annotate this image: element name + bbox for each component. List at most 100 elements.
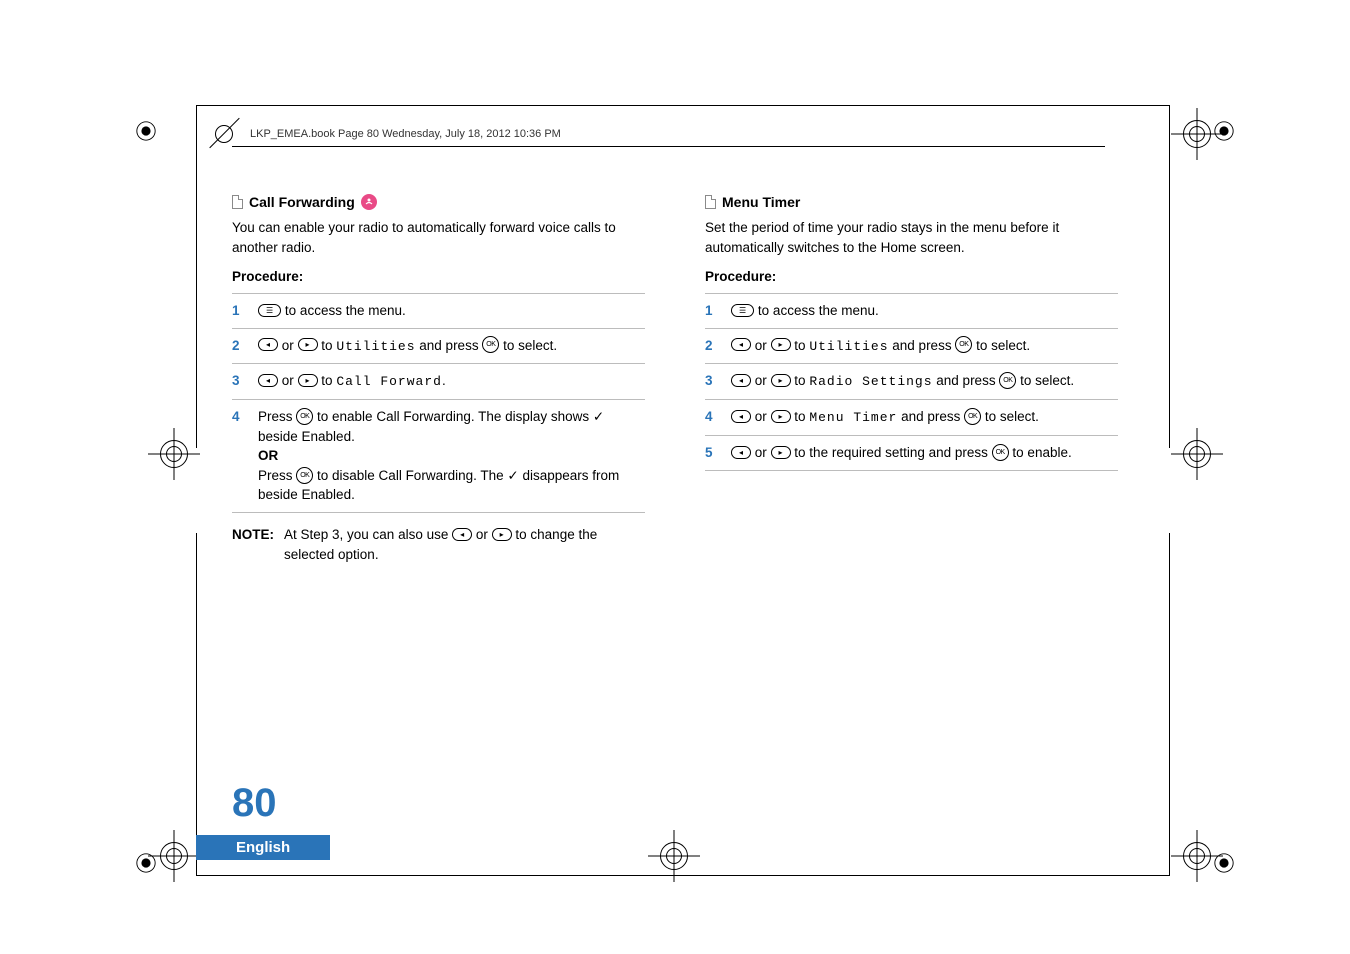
step-text: Press: [258, 409, 296, 424]
left-arrow-button-icon: ◂: [731, 446, 751, 459]
crop-frame: [196, 875, 1170, 876]
step-text: to disable Call Forwarding. The: [313, 468, 507, 483]
step-text: beside Enabled.: [258, 429, 355, 444]
step-row: 5 ◂ or ▸ to the required setting and pre…: [705, 435, 1118, 471]
step-text: Press: [258, 468, 296, 483]
crosshair-mark-icon: [160, 440, 188, 468]
ok-button-icon: OK: [296, 408, 313, 425]
step-number: 3: [232, 371, 246, 392]
page-content: Call Forwarding You can enable your radi…: [232, 192, 1118, 564]
step-number: 1: [232, 301, 246, 321]
step-number: 4: [232, 407, 246, 505]
step-text: to select.: [499, 338, 557, 353]
menu-button-icon: ☰: [731, 304, 754, 317]
ok-button-icon: OK: [955, 336, 972, 353]
document-icon: [232, 195, 243, 209]
menu-path-text: Menu Timer: [809, 410, 897, 425]
step-text: and press: [889, 338, 956, 353]
step-row: 4 ◂ or ▸ to Menu Timer and press OK to s…: [705, 399, 1118, 435]
step-body: ◂ or ▸ to Utilities and press OK to sele…: [258, 336, 645, 357]
step-row: 4 Press OK to enable Call Forwarding. Th…: [232, 399, 645, 513]
step-body: ◂ or ▸ to Menu Timer and press OK to sel…: [731, 407, 1118, 428]
crop-frame: [1169, 533, 1170, 876]
step-text: or: [751, 409, 771, 424]
step-text: to: [791, 409, 810, 424]
step-text: to select.: [1016, 373, 1074, 388]
crop-frame: [1169, 105, 1170, 448]
ok-button-icon: OK: [999, 372, 1016, 389]
procedure-label: Procedure:: [232, 267, 645, 287]
step-text: and press: [933, 373, 1000, 388]
right-arrow-button-icon: ▸: [298, 374, 318, 387]
crop-frame: [196, 105, 1170, 106]
step-text: or: [751, 338, 771, 353]
page-number: 80: [232, 781, 277, 826]
step-text: to the required setting and press: [791, 445, 992, 460]
step-text: or: [751, 373, 771, 388]
note-text: At Step 3, you can also use: [284, 527, 452, 542]
step-body: ☰ to access the menu.: [258, 301, 645, 321]
section-intro: You can enable your radio to automatical…: [232, 218, 645, 257]
step-row: 3 ◂ or ▸ to Call Forward.: [232, 363, 645, 399]
left-arrow-button-icon: ◂: [731, 410, 751, 423]
right-arrow-button-icon: ▸: [492, 528, 512, 541]
step-number: 5: [705, 443, 719, 463]
section-title-text: Call Forwarding: [249, 192, 355, 212]
step-body: ☰ to access the menu.: [731, 301, 1118, 321]
step-text: to select.: [981, 409, 1039, 424]
crop-frame: [196, 105, 197, 448]
step-text: .: [442, 373, 446, 388]
step-row: 2 ◂ or ▸ to Utilities and press OK to se…: [232, 328, 645, 364]
section-title-text: Menu Timer: [722, 192, 800, 212]
step-number: 1: [705, 301, 719, 321]
page-header-rule: [232, 146, 1105, 147]
step-text: to: [791, 338, 810, 353]
section-intro: Set the period of time your radio stays …: [705, 218, 1118, 257]
right-arrow-button-icon: ▸: [298, 338, 318, 351]
procedure-steps: 1 ☰ to access the menu. 2 ◂ or ▸ to Util…: [232, 293, 645, 513]
left-arrow-button-icon: ◂: [731, 374, 751, 387]
left-arrow-button-icon: ◂: [452, 528, 472, 541]
step-text: or: [278, 373, 298, 388]
ok-button-icon: OK: [964, 408, 981, 425]
crosshair-mark-icon: [1183, 440, 1211, 468]
step-body: ◂ or ▸ to Utilities and press OK to sele…: [731, 336, 1118, 357]
step-text: to enable.: [1009, 445, 1072, 460]
step-text: to: [791, 373, 810, 388]
step-number: 2: [232, 336, 246, 357]
step-number: 4: [705, 407, 719, 428]
menu-button-icon: ☰: [258, 304, 281, 317]
ok-button-icon: OK: [482, 336, 499, 353]
left-arrow-button-icon: ◂: [258, 374, 278, 387]
ok-button-icon: OK: [992, 444, 1009, 461]
right-arrow-button-icon: ▸: [771, 338, 791, 351]
language-label: English: [196, 835, 330, 860]
step-text: to enable Call Forwarding. The display s…: [313, 409, 593, 424]
note-block: NOTE: At Step 3, you can also use ◂ or ▸…: [232, 525, 645, 564]
right-column: Menu Timer Set the period of time your r…: [705, 192, 1118, 564]
section-title-call-forwarding: Call Forwarding: [232, 192, 645, 212]
registration-mark-icon: [1213, 120, 1235, 142]
step-text: to access the menu.: [754, 303, 879, 318]
step-body: Press OK to enable Call Forwarding. The …: [258, 407, 645, 505]
crosshair-mark-icon: [660, 842, 688, 870]
menu-path-text: Call Forward: [336, 374, 442, 389]
note-label: NOTE:: [232, 525, 274, 564]
right-arrow-button-icon: ▸: [771, 410, 791, 423]
right-arrow-button-icon: ▸: [771, 374, 791, 387]
procedure-label: Procedure:: [705, 267, 1118, 287]
step-number: 3: [705, 371, 719, 392]
feature-badge-icon: [361, 194, 377, 210]
registration-mark-icon: [135, 120, 157, 142]
step-row: 1 ☰ to access the menu.: [705, 293, 1118, 328]
step-text: to: [318, 338, 337, 353]
note-text: or: [472, 527, 492, 542]
section-title-menu-timer: Menu Timer: [705, 192, 1118, 212]
crop-frame: [196, 533, 197, 876]
step-text: or: [278, 338, 298, 353]
step-text: or: [751, 445, 771, 460]
step-row: 1 ☰ to access the menu.: [232, 293, 645, 328]
step-text: to select.: [972, 338, 1030, 353]
step-text: to access the menu.: [281, 303, 406, 318]
step-text: and press: [416, 338, 483, 353]
